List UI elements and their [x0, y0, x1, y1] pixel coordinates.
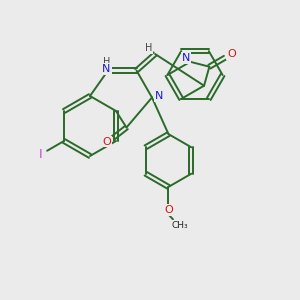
Text: I: I: [39, 148, 42, 161]
Text: O: O: [102, 136, 111, 147]
Text: N: N: [182, 53, 190, 63]
Text: H: H: [145, 43, 152, 53]
Text: CH₃: CH₃: [171, 221, 188, 230]
Text: H: H: [103, 57, 110, 67]
Text: O: O: [227, 49, 236, 59]
Text: O: O: [164, 205, 173, 215]
Text: N: N: [154, 91, 163, 101]
Text: N: N: [102, 64, 111, 74]
